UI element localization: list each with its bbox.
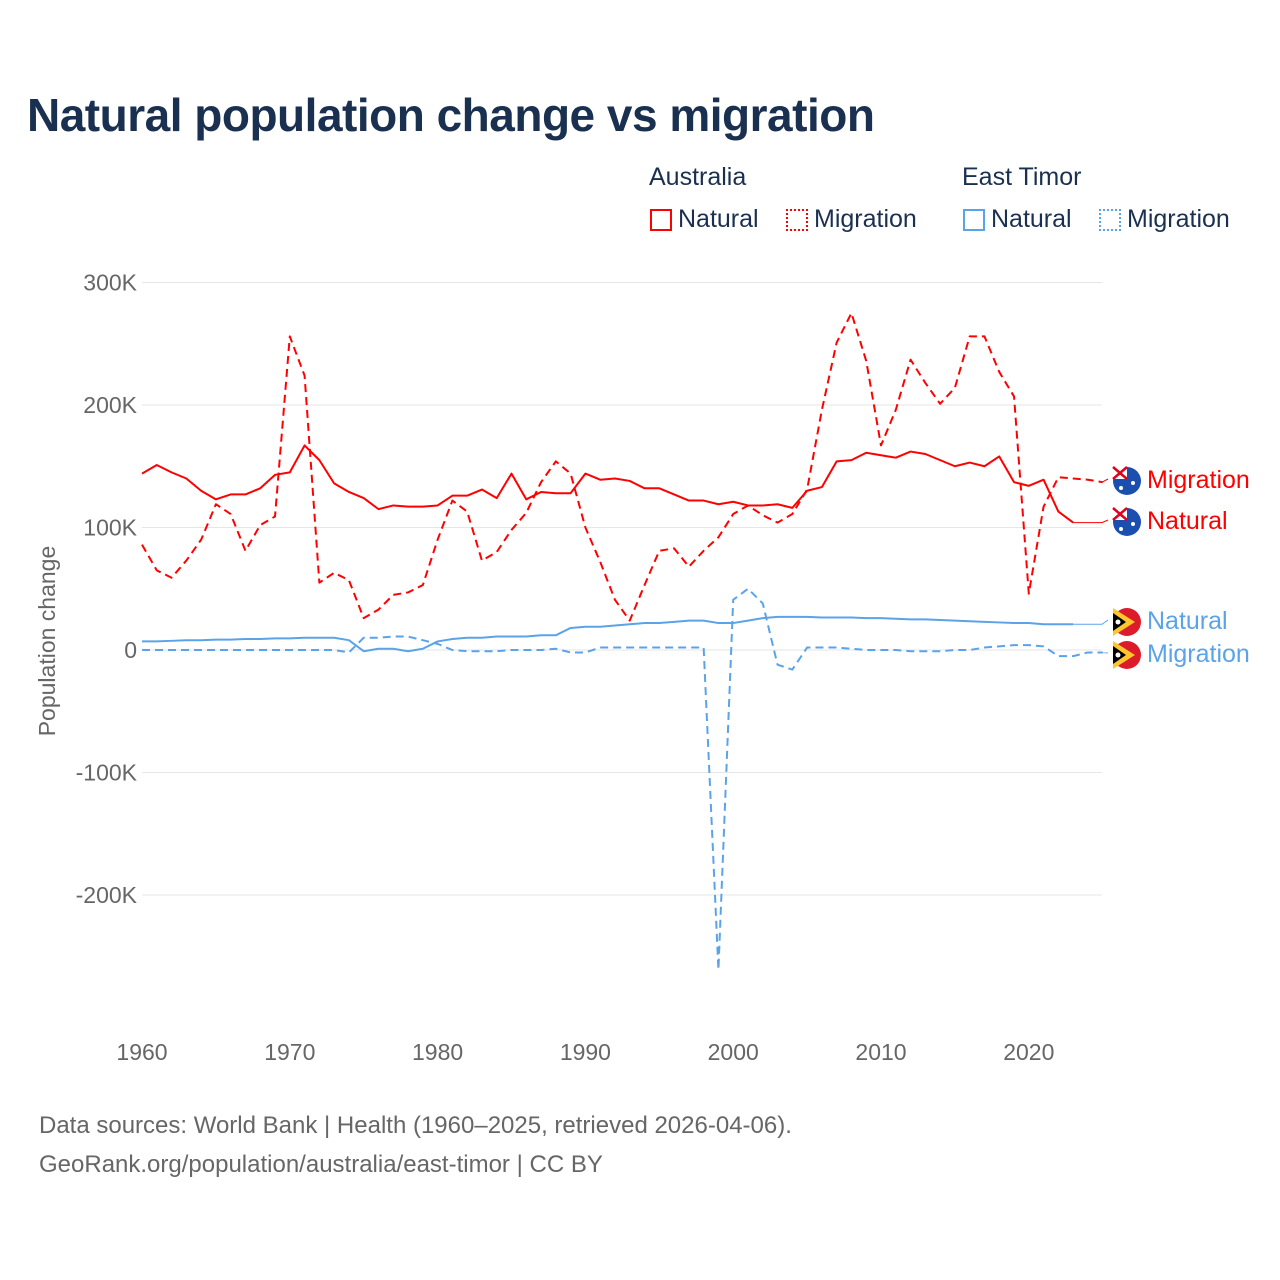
series-end-label: Natural (1147, 507, 1228, 535)
series-line-australia-migration[interactable] (141, 312, 1103, 622)
series-line-east-timor-migration[interactable] (142, 587, 1103, 971)
y-tick-label: -200K (76, 882, 138, 908)
australia-flag-icon (1112, 507, 1141, 536)
y-axis-label: Population change (34, 546, 60, 737)
legend-label: Natural (991, 205, 1072, 233)
legend-item-east-timor-natural[interactable]: Natural (963, 205, 1072, 234)
solid-swatch-icon (963, 208, 985, 231)
x-tick-label: 1980 (412, 1039, 463, 1065)
y-tick-label: 100K (83, 515, 137, 541)
x-tick-label: 1970 (264, 1039, 315, 1065)
source-link[interactable]: GeoRank.org/population/australia/east-ti… (39, 1151, 603, 1178)
series-end-label: Migration (1147, 640, 1250, 668)
east-timor-flag-icon (1113, 608, 1141, 636)
series-line-east-timor-natural[interactable] (142, 615, 1074, 653)
legend-group-east-timor: East Timor (962, 163, 1082, 191)
series-end-label: Natural (1147, 607, 1228, 635)
australia-flag-icon (1112, 466, 1141, 495)
dotted-swatch-icon (786, 208, 808, 231)
y-tick-label: 300K (83, 270, 137, 296)
legend-label: Migration (814, 205, 917, 233)
series-end-label: Migration (1147, 466, 1250, 494)
label-connector (1073, 519, 1109, 524)
y-tick-label: 200K (83, 392, 137, 418)
x-tick-label: 1960 (116, 1039, 167, 1065)
x-tick-label: 2000 (708, 1039, 759, 1065)
chart-title: Natural population change vs migration (27, 89, 875, 141)
data-source-text: Data sources: World Bank | Health (1960–… (39, 1112, 792, 1139)
y-tick-label: -100K (76, 760, 138, 786)
footer: Data sources: World Bank | Health (1960–… (39, 1106, 792, 1184)
east-timor-flag-icon (1113, 641, 1141, 669)
legend-item-east-timor-migration[interactable]: Migration (1099, 205, 1230, 234)
legend-group-australia: Australia (649, 163, 747, 191)
label-connector (1101, 478, 1109, 483)
dotted-swatch-icon (1099, 208, 1121, 231)
x-tick-label: 1990 (560, 1039, 611, 1065)
label-connector (1073, 619, 1109, 625)
x-tick-label: 2020 (1003, 1039, 1054, 1065)
legend-item-australia-migration[interactable]: Migration (786, 205, 917, 234)
series-line-australia-natural[interactable] (141, 444, 1074, 524)
solid-swatch-icon (650, 208, 672, 231)
legend-item-australia-natural[interactable]: Natural (650, 205, 759, 234)
legend-label: Migration (1127, 205, 1230, 233)
label-connector (1101, 651, 1109, 654)
y-tick-label: 0 (124, 637, 137, 663)
legend-label: Natural (678, 205, 759, 233)
x-tick-label: 2010 (855, 1039, 906, 1065)
